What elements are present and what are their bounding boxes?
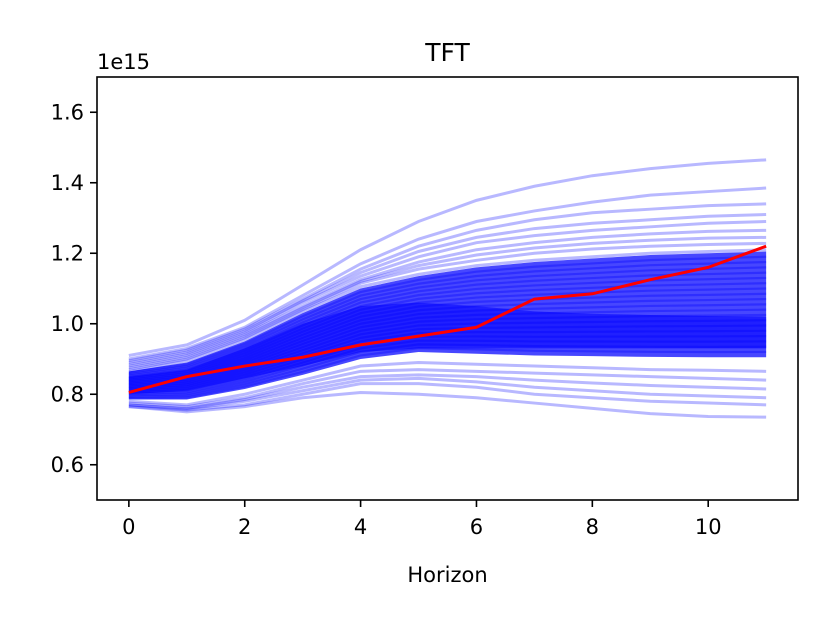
x-tick-label: 6	[470, 515, 483, 539]
ensemble-sample-line	[128, 313, 767, 390]
y-scale-label: 1e15	[97, 50, 150, 74]
y-tick-label: 0.6	[51, 453, 84, 477]
ensemble-path-line	[128, 382, 767, 412]
y-tick-label: 1.4	[51, 171, 84, 195]
y-tick-label: 1.2	[51, 241, 84, 265]
ensemble-sample-line	[128, 271, 767, 379]
chart-title: TFT	[424, 38, 470, 67]
y-tick-label: 1.0	[51, 312, 84, 336]
ensemble-sample-line	[128, 339, 767, 397]
ensemble-core-band	[128, 302, 767, 395]
ensemble-sample-line	[128, 319, 767, 391]
ensemble-sample-line	[128, 282, 767, 381]
ensemble-sample-line	[128, 343, 767, 398]
ensemble-path-line	[128, 228, 767, 368]
ensemble-sample-line	[128, 287, 767, 383]
ensemble-sample-line	[128, 260, 767, 376]
ensemble-path-line	[128, 361, 767, 407]
ensemble-sample-line	[128, 292, 767, 384]
ensemble-path-line	[128, 186, 767, 361]
ensemble-path-line	[128, 373, 767, 410]
ensemble-sample-line	[128, 347, 767, 400]
ensemble-sample-line	[128, 334, 767, 395]
ensemble-path-line	[128, 158, 767, 357]
ensemble-path-line	[128, 368, 767, 409]
plot-area	[128, 158, 767, 419]
ensemble-path-line	[128, 220, 767, 366]
y-tick-label: 0.8	[51, 382, 84, 406]
ensemble-sample-line	[128, 297, 767, 386]
ensemble-sample-line	[128, 276, 767, 380]
ensemble-path-line	[128, 235, 767, 370]
x-tick-label: 8	[586, 515, 599, 539]
ensemble-path-line	[128, 212, 767, 364]
x-tick-label: 4	[354, 515, 367, 539]
x-tick-label: 2	[238, 515, 251, 539]
ensemble-sample-line	[128, 324, 767, 393]
y-tick-label: 1.6	[51, 100, 84, 124]
ensemble-sample-line	[128, 255, 767, 374]
ensemble-path-line	[128, 390, 767, 419]
axes-frame	[96, 76, 799, 501]
ensemble-sample-line	[128, 266, 767, 377]
ensemble-path-line	[128, 248, 767, 373]
highlight-series-line	[128, 244, 767, 394]
ensemble-path-line	[128, 376, 767, 411]
ensemble-sample-line	[128, 308, 767, 388]
ensemble-path-line	[128, 202, 767, 363]
ensemble-path-line	[128, 241, 767, 372]
x-tick-label: 0	[122, 515, 135, 539]
ticks: 0 2 4 6 8 10 0.6 0.8 1.0 1.2 1.4 1.6	[51, 100, 722, 539]
x-tick-label: 10	[695, 515, 722, 539]
x-axis-label: Horizon	[407, 563, 487, 587]
